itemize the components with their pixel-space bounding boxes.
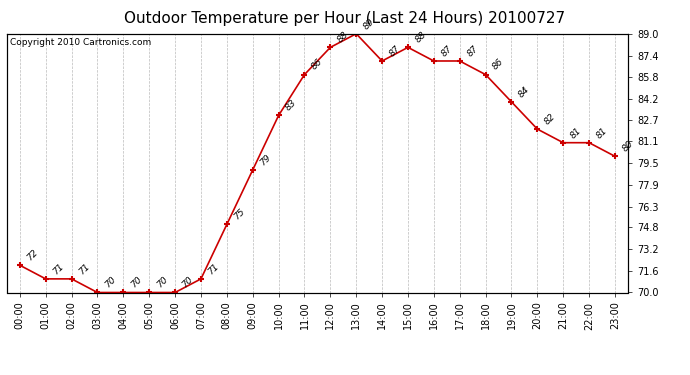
Text: 82: 82	[543, 112, 558, 126]
Text: 89: 89	[362, 16, 376, 31]
Text: 84: 84	[517, 85, 531, 99]
Text: 86: 86	[491, 57, 506, 72]
Text: 80: 80	[620, 139, 635, 153]
Text: 87: 87	[388, 44, 402, 58]
Text: 71: 71	[77, 262, 92, 276]
Text: 71: 71	[206, 262, 221, 276]
Text: 81: 81	[595, 125, 609, 140]
Text: Copyright 2010 Cartronics.com: Copyright 2010 Cartronics.com	[10, 38, 151, 46]
Text: 70: 70	[155, 275, 169, 290]
Text: 88: 88	[413, 30, 428, 45]
Text: 70: 70	[181, 275, 195, 290]
Text: 70: 70	[129, 275, 144, 290]
Text: 87: 87	[440, 44, 454, 58]
Text: 70: 70	[103, 275, 117, 290]
Text: Outdoor Temperature per Hour (Last 24 Hours) 20100727: Outdoor Temperature per Hour (Last 24 Ho…	[124, 11, 566, 26]
Text: 75: 75	[233, 207, 247, 222]
Text: 86: 86	[310, 57, 324, 72]
Text: 87: 87	[465, 44, 480, 58]
Text: 88: 88	[336, 30, 351, 45]
Text: 71: 71	[51, 262, 66, 276]
Text: 83: 83	[284, 98, 299, 112]
Text: 79: 79	[258, 153, 273, 167]
Text: 81: 81	[569, 125, 583, 140]
Text: 72: 72	[26, 248, 40, 262]
